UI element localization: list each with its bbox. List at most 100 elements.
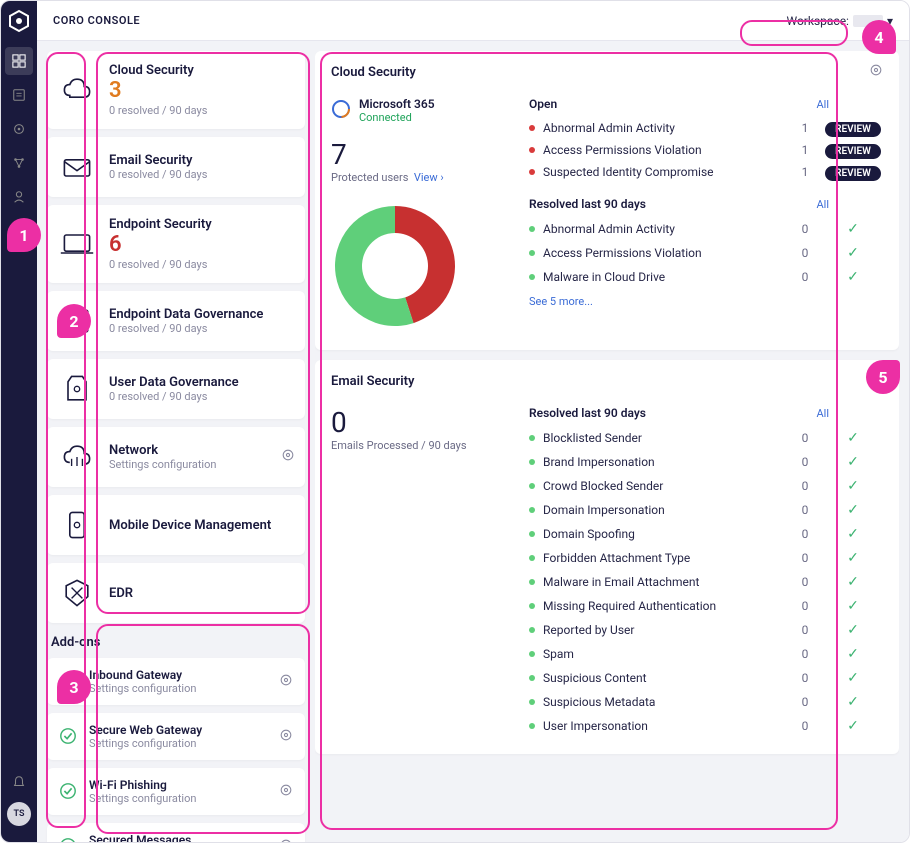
list-item[interactable]: Reported by User 0 ✓ xyxy=(529,618,883,642)
item-label: Suspected Identity Compromise xyxy=(543,165,787,179)
module-title: Endpoint Security xyxy=(109,217,293,232)
module-card-cloud[interactable]: Cloud Security30 resolved / 90 days xyxy=(47,51,305,129)
list-item[interactable]: Access Permissions Violation 1 REVIEW xyxy=(529,139,883,161)
list-item[interactable]: Suspicious Content 0 ✓ xyxy=(529,666,883,690)
nav-rail: TS xyxy=(1,1,37,842)
module-title: Network xyxy=(109,443,293,458)
module-subtitle: 0 resolved / 90 days xyxy=(109,390,293,403)
open-header: Open xyxy=(529,97,557,111)
check-icon: ✓ xyxy=(847,670,859,686)
nav-logs[interactable] xyxy=(5,81,33,109)
check-icon: ✓ xyxy=(847,502,859,518)
user-avatar[interactable]: TS xyxy=(7,802,31,826)
list-item[interactable]: Abnormal Admin Activity 0 ✓ xyxy=(529,217,883,241)
nav-users[interactable] xyxy=(5,183,33,211)
module-count: 6 xyxy=(109,234,293,256)
item-count: 0 xyxy=(795,270,815,284)
check-icon: ✓ xyxy=(847,221,859,237)
chevron-down-icon: ▾ xyxy=(887,14,893,28)
cloud-security-panel: Cloud Security Microsoft 365Connected 7 … xyxy=(315,51,899,350)
module-card-udg[interactable]: User Data Governance0 resolved / 90 days xyxy=(47,359,305,419)
list-item[interactable]: Missing Required Authentication 0 ✓ xyxy=(529,594,883,618)
item-label: Forbidden Attachment Type xyxy=(543,551,787,565)
emails-label: Emails Processed / 90 days xyxy=(331,439,511,452)
module-card-endpoint[interactable]: Endpoint Security 6 0 resolved / 90 days xyxy=(47,205,305,283)
module-count: 3 xyxy=(109,80,293,102)
item-count: 0 xyxy=(795,455,815,469)
check-icon: ✓ xyxy=(847,454,859,470)
item-count: 0 xyxy=(795,431,815,445)
gear-icon[interactable] xyxy=(281,448,295,466)
module-title: EDR xyxy=(109,586,293,601)
item-label: Domain Impersonation xyxy=(543,503,787,517)
protected-users-count: 7 xyxy=(331,138,511,171)
addon-card[interactable]: Secured MessagesSettings configuration xyxy=(47,823,305,842)
email-icon xyxy=(59,149,95,185)
see-more-link[interactable]: See 5 more... xyxy=(529,295,883,308)
addon-card[interactable]: Wi-Fi PhishingSettings configuration xyxy=(47,768,305,815)
workspace-selector[interactable]: Workspace: ▾ xyxy=(787,14,894,28)
list-item[interactable]: Spam 0 ✓ xyxy=(529,642,883,666)
udg-icon xyxy=(59,371,95,407)
gear-icon[interactable] xyxy=(279,673,293,691)
check-icon: ✓ xyxy=(847,646,859,662)
module-card-network[interactable]: NetworkSettings configuration xyxy=(47,427,305,487)
list-item[interactable]: Abnormal Admin Activity 1 REVIEW xyxy=(529,117,883,139)
panel-title: Email Security xyxy=(331,374,414,389)
ms365-icon xyxy=(331,99,351,123)
check-circle-icon xyxy=(59,727,79,747)
check-icon: ✓ xyxy=(847,269,859,285)
list-item[interactable]: Suspicious Metadata 0 ✓ xyxy=(529,690,883,714)
item-count: 0 xyxy=(795,719,815,733)
addon-card[interactable]: Inbound GatewaySettings configuration xyxy=(47,658,305,705)
gear-icon[interactable] xyxy=(869,372,883,390)
module-title: Email Security xyxy=(109,153,293,168)
list-item[interactable]: Domain Spoofing 0 ✓ xyxy=(529,522,883,546)
all-link[interactable]: All xyxy=(816,198,829,211)
check-icon: ✓ xyxy=(847,478,859,494)
resolved-header: Resolved last 90 days xyxy=(529,197,646,211)
check-icon: ✓ xyxy=(847,430,859,446)
item-label: Reported by User xyxy=(543,623,787,637)
list-item[interactable]: Crowd Blocked Sender 0 ✓ xyxy=(529,474,883,498)
view-link[interactable]: View › xyxy=(414,171,444,184)
list-item[interactable]: User Impersonation 0 ✓ xyxy=(529,714,883,738)
list-item[interactable]: Malware in Cloud Drive 0 ✓ xyxy=(529,265,883,289)
list-item[interactable]: Domain Impersonation 0 ✓ xyxy=(529,498,883,522)
gear-icon[interactable] xyxy=(869,63,883,81)
status-dot xyxy=(529,147,535,153)
email-security-panel: Email Security 0 Emails Processed / 90 d… xyxy=(315,360,899,754)
list-item[interactable]: Suspected Identity Compromise 1 REVIEW xyxy=(529,161,883,183)
list-item[interactable]: Forbidden Attachment Type 0 ✓ xyxy=(529,546,883,570)
review-button[interactable]: REVIEW xyxy=(825,144,881,159)
addon-card[interactable]: Secure Web GatewaySettings configuration xyxy=(47,713,305,760)
module-card-email[interactable]: Email Security0 resolved / 90 days xyxy=(47,137,305,197)
module-card-mdm[interactable]: Mobile Device Management xyxy=(47,495,305,555)
connector-status: Connected xyxy=(359,111,435,124)
list-item[interactable]: Blocklisted Sender 0 ✓ xyxy=(529,426,883,450)
nav-notifications[interactable] xyxy=(5,768,33,796)
nav-settings[interactable] xyxy=(5,115,33,143)
item-label: Suspicious Metadata xyxy=(543,695,787,709)
module-card-edr[interactable]: EDR xyxy=(47,563,305,623)
workspace-value xyxy=(853,15,883,27)
status-dot xyxy=(529,555,535,561)
review-button[interactable]: REVIEW xyxy=(825,122,881,137)
nav-network[interactable] xyxy=(5,149,33,177)
item-label: Suspicious Content xyxy=(543,671,787,685)
all-link[interactable]: All xyxy=(816,98,829,111)
review-button[interactable]: REVIEW xyxy=(825,166,881,181)
nav-dashboard[interactable] xyxy=(5,47,33,75)
gear-icon[interactable] xyxy=(279,838,293,843)
list-item[interactable]: Malware in Email Attachment 0 ✓ xyxy=(529,570,883,594)
all-link[interactable]: All xyxy=(816,407,829,420)
module-subtitle: 0 resolved / 90 days xyxy=(109,258,293,271)
module-subtitle: Settings configuration xyxy=(109,458,293,471)
protected-users-label: Protected users View › xyxy=(331,171,511,184)
gear-icon[interactable] xyxy=(279,728,293,746)
list-item[interactable]: Brand Impersonation 0 ✓ xyxy=(529,450,883,474)
gear-icon[interactable] xyxy=(279,783,293,801)
item-count: 0 xyxy=(795,222,815,236)
list-item[interactable]: Access Permissions Violation 0 ✓ xyxy=(529,241,883,265)
module-card-edg[interactable]: Endpoint Data Governance0 resolved / 90 … xyxy=(47,291,305,351)
